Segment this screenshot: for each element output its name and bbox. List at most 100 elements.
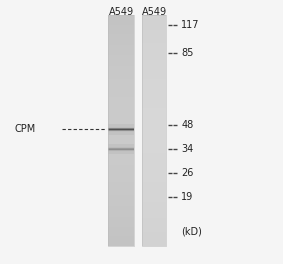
Bar: [108, 21, 134, 23]
Bar: [142, 132, 166, 134]
Bar: [142, 147, 166, 148]
Bar: [142, 169, 166, 171]
Bar: [108, 169, 134, 171]
Text: (kD): (kD): [181, 226, 202, 236]
Bar: [142, 27, 166, 28]
Bar: [142, 49, 166, 50]
Bar: [108, 88, 134, 89]
Bar: [142, 241, 166, 242]
Bar: [142, 121, 166, 122]
Text: 34: 34: [181, 144, 193, 154]
Bar: [142, 183, 166, 184]
Bar: [108, 69, 134, 70]
Bar: [142, 157, 166, 158]
Bar: [142, 240, 166, 241]
Bar: [108, 158, 134, 159]
Bar: [108, 162, 134, 163]
Bar: [142, 73, 166, 74]
Text: 26: 26: [181, 168, 194, 178]
Bar: [108, 167, 134, 168]
Bar: [108, 107, 134, 108]
Bar: [108, 202, 134, 203]
Bar: [108, 95, 134, 97]
Bar: [108, 227, 134, 228]
Bar: [142, 192, 166, 194]
Bar: [142, 39, 166, 40]
Bar: [108, 157, 134, 158]
Bar: [142, 173, 166, 174]
Bar: [108, 72, 134, 73]
Bar: [108, 32, 134, 33]
Bar: [142, 109, 166, 110]
Bar: [142, 17, 166, 18]
Bar: [108, 117, 134, 119]
Bar: [108, 39, 134, 40]
Bar: [142, 142, 166, 143]
Bar: [108, 182, 134, 183]
Bar: [142, 220, 166, 221]
Bar: [142, 178, 166, 180]
Bar: [108, 19, 134, 20]
Bar: [142, 94, 166, 95]
Bar: [108, 87, 134, 88]
Bar: [108, 229, 134, 230]
Bar: [142, 215, 166, 217]
Bar: [108, 177, 134, 178]
Bar: [108, 46, 134, 47]
Bar: [108, 131, 134, 132]
Bar: [108, 208, 134, 209]
Bar: [142, 48, 166, 49]
Bar: [142, 167, 166, 168]
Bar: [142, 237, 166, 239]
Bar: [142, 225, 166, 226]
Bar: [108, 168, 134, 169]
Bar: [108, 160, 134, 161]
Bar: [142, 56, 166, 57]
Text: 48: 48: [181, 120, 193, 130]
Bar: [108, 60, 134, 61]
Bar: [142, 119, 166, 120]
Bar: [142, 72, 166, 73]
Bar: [108, 228, 134, 229]
Bar: [108, 150, 134, 151]
Bar: [142, 134, 166, 135]
Bar: [108, 86, 134, 87]
Bar: [142, 89, 166, 91]
Bar: [108, 206, 134, 208]
Bar: [142, 233, 166, 234]
Bar: [108, 239, 134, 240]
Bar: [108, 113, 134, 114]
Bar: [142, 61, 166, 62]
Bar: [142, 35, 166, 36]
Bar: [108, 68, 134, 69]
Bar: [142, 115, 166, 116]
Text: A549: A549: [142, 7, 167, 17]
Bar: [108, 45, 134, 46]
Bar: [142, 176, 166, 177]
Bar: [108, 82, 134, 83]
Bar: [108, 211, 134, 212]
Bar: [108, 123, 134, 124]
Bar: [142, 64, 166, 65]
Bar: [142, 217, 166, 218]
Bar: [142, 120, 166, 121]
Text: 19: 19: [181, 192, 193, 202]
Bar: [108, 30, 134, 31]
Bar: [142, 159, 166, 160]
Bar: [142, 236, 166, 237]
Bar: [108, 178, 134, 180]
Bar: [108, 233, 134, 234]
Bar: [142, 80, 166, 82]
Bar: [108, 180, 134, 181]
Bar: [108, 50, 134, 51]
Bar: [142, 42, 166, 43]
Bar: [142, 135, 166, 136]
Bar: [108, 145, 134, 146]
Bar: [108, 146, 134, 147]
Bar: [142, 148, 166, 150]
Bar: [108, 240, 134, 241]
Bar: [108, 51, 134, 53]
Bar: [142, 234, 166, 235]
Bar: [142, 122, 166, 123]
Bar: [142, 190, 166, 191]
